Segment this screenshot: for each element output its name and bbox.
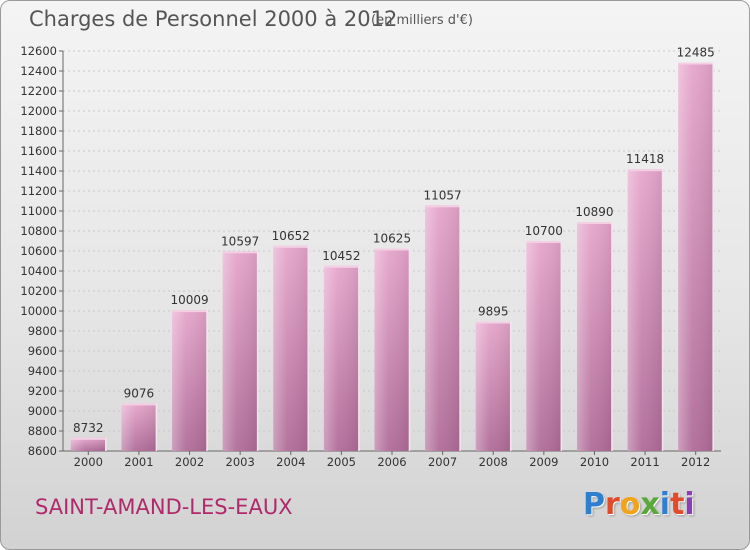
- y-tick-label: 10600: [20, 244, 57, 258]
- bar-value-label: 11418: [626, 152, 664, 166]
- bar-shading: [526, 241, 562, 451]
- bar-top-highlight: [374, 248, 410, 251]
- y-tick-label: 8600: [28, 444, 57, 458]
- bar-top-highlight: [273, 245, 309, 248]
- bar-top-highlight: [222, 251, 258, 254]
- proxiti-logo: Proxiti: [583, 487, 695, 522]
- x-tick-label: 2004: [276, 455, 305, 469]
- bar-value-label: 10009: [170, 293, 208, 307]
- bar-value-label: 10452: [322, 249, 360, 263]
- bar-shading: [70, 437, 106, 451]
- logo-letter: r: [605, 487, 620, 522]
- y-tick-label: 9200: [28, 384, 57, 398]
- y-tick-label: 11000: [20, 204, 57, 218]
- bar-top-highlight: [576, 222, 612, 224]
- x-tick-label: 2000: [74, 455, 103, 469]
- bar-top-highlight: [475, 321, 511, 324]
- y-tick-label: 9800: [28, 324, 57, 338]
- x-tick-label: 2008: [479, 455, 508, 469]
- x-tick-label: 2002: [175, 455, 204, 469]
- x-tick-label: 2001: [124, 455, 153, 469]
- bar-shading: [576, 222, 612, 451]
- y-tick-labels: 8600 8800 9000 9200 9400 9600 9800 10000 10200 10…: [20, 44, 57, 458]
- bar-top-highlight: [627, 169, 663, 172]
- y-tick-label: 11200: [20, 184, 57, 198]
- x-tick-label: 2009: [529, 455, 558, 469]
- bar-value-label: 10890: [575, 205, 613, 219]
- bar-value-label: 9895: [478, 305, 509, 319]
- bar-top-highlight: [323, 265, 359, 268]
- y-tick-label: 10200: [20, 284, 57, 298]
- y-tick-label: 12200: [20, 84, 57, 98]
- y-tick-label: 9600: [28, 344, 57, 358]
- y-tick-label: 8800: [28, 424, 57, 438]
- bar-shading: [323, 265, 359, 451]
- chart-unit: (en milliers d'€): [371, 13, 473, 28]
- y-tick-label: 10400: [20, 264, 57, 278]
- logo-letter: P: [583, 487, 605, 522]
- x-tick-label: 2006: [377, 455, 406, 469]
- bar-top-highlight: [172, 310, 208, 313]
- bar-shading: [627, 169, 663, 451]
- bar-top-highlight: [526, 241, 562, 243]
- bars: [70, 62, 714, 451]
- logo-letter: i: [684, 487, 695, 522]
- x-tick-labels: 2000 2001 2002 2003 2004 2005 2006 2007 2008 2009…: [74, 455, 711, 469]
- x-tick-label: 2003: [226, 455, 255, 469]
- x-tick-label: 2010: [580, 455, 609, 469]
- y-tick-label: 11600: [20, 144, 57, 158]
- y-tick-label: 9000: [28, 404, 57, 418]
- bar-top-highlight: [70, 437, 106, 440]
- y-tick-label: 11400: [20, 164, 57, 178]
- bar-top-highlight: [121, 403, 157, 406]
- bar-value-label: 10625: [373, 232, 411, 246]
- bar-shading: [678, 62, 714, 451]
- y-tick-label: 10800: [20, 224, 57, 238]
- bar-shading: [425, 205, 461, 451]
- bar-shading: [121, 403, 157, 451]
- bar-top-highlight: [678, 62, 714, 65]
- x-tick-label: 2005: [327, 455, 356, 469]
- bar-value-label: 10652: [272, 229, 310, 243]
- bar-value-label: 10700: [525, 224, 563, 238]
- city-name: SAINT-AMAND-LES-EAUX: [35, 495, 293, 519]
- bar-shading: [475, 321, 511, 451]
- y-tick-label: 12400: [20, 64, 57, 78]
- logo-letter: t: [670, 487, 685, 522]
- y-tick-label: 12600: [20, 44, 57, 58]
- logo-letter: i: [659, 487, 671, 522]
- y-tick-label: 11800: [20, 124, 57, 138]
- bar-value-label: 9076: [124, 386, 155, 400]
- bar-top-highlight: [425, 205, 461, 208]
- y-tick-label: 10000: [20, 304, 57, 318]
- y-tick-label: 12000: [20, 104, 57, 118]
- bar-shading: [374, 248, 410, 451]
- x-tick-label: 2012: [681, 455, 710, 469]
- chart-title: Charges de Personnel 2000 à 2012: [29, 7, 398, 31]
- bar-value-label: 11057: [424, 188, 462, 202]
- bar-value-labels: 8732 9076 10009 10597 10652 10452 10625 11057 98…: [73, 46, 715, 435]
- bar-value-label: 8732: [73, 421, 104, 435]
- bar-value-label: 12485: [677, 46, 715, 60]
- bar-shading: [172, 310, 208, 451]
- logo-letter: x: [640, 487, 660, 522]
- logo-letter: o: [619, 487, 641, 522]
- bar-value-label: 10597: [221, 234, 259, 248]
- x-tick-label: 2011: [630, 455, 659, 469]
- x-tick-label: 2007: [428, 455, 457, 469]
- y-tick-label: 9400: [28, 364, 57, 378]
- bar-shading: [222, 251, 258, 451]
- bar-shading: [273, 245, 309, 451]
